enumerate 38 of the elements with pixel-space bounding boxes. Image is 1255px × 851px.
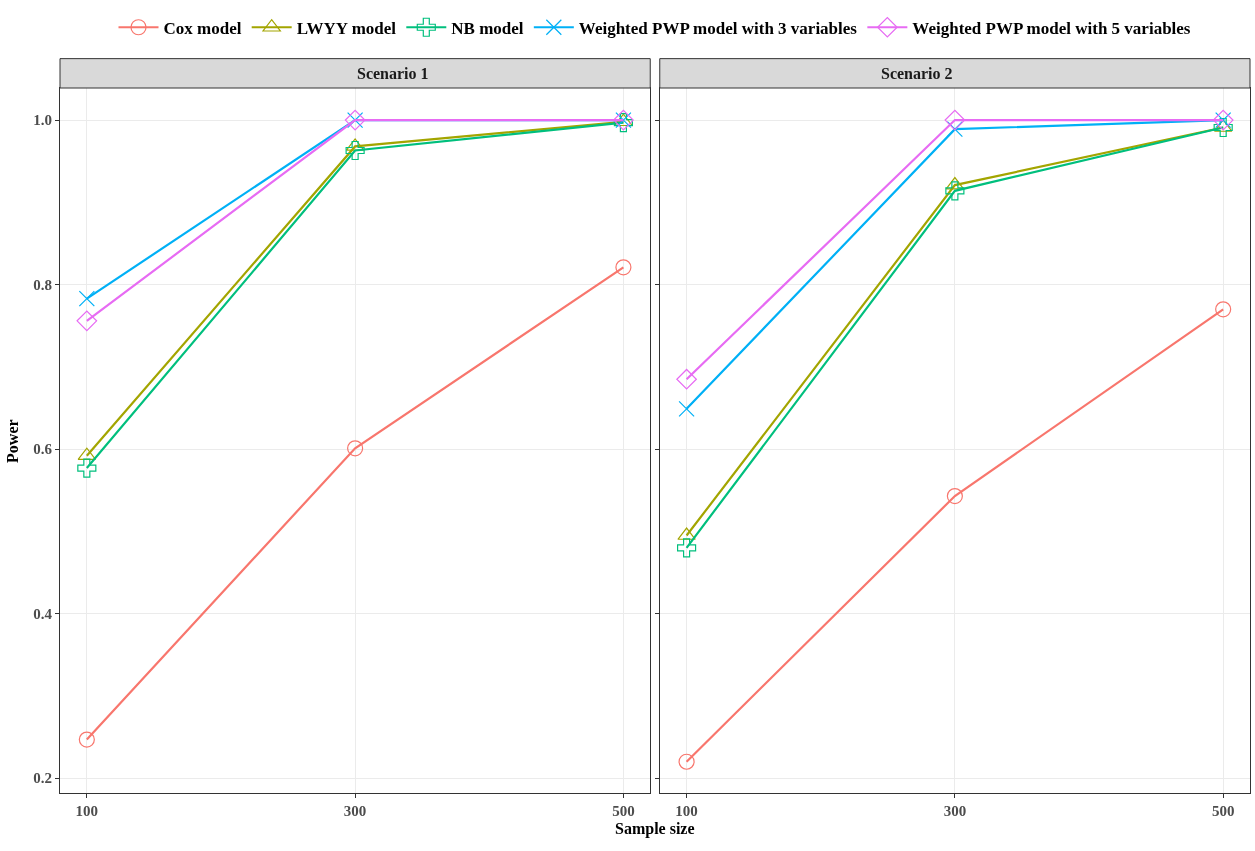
point <box>1215 301 1232 318</box>
point <box>676 538 697 558</box>
y-tick-label: 1.0 <box>33 112 52 129</box>
point <box>1213 117 1233 138</box>
x-axis-title: Sample size <box>615 820 695 838</box>
x-tick-label: 300 <box>343 803 367 819</box>
point <box>678 753 695 770</box>
x-tick-label: 500 <box>1211 803 1235 819</box>
legend-label: Weighted PWP model with 5 variables <box>912 18 1191 38</box>
y-tick-label: 0.8 <box>33 276 52 293</box>
y-tick-label: 0.4 <box>33 605 53 622</box>
point <box>78 731 95 748</box>
chart-title: Scenario 1 <box>357 65 429 82</box>
y-axis-title: Power <box>3 419 21 463</box>
point <box>77 458 97 478</box>
legend-label: Weighted PWP model with 3 variables <box>578 18 858 38</box>
point <box>676 368 697 390</box>
point <box>944 109 966 131</box>
legend-label: LWYY model <box>296 18 397 38</box>
point <box>77 447 97 461</box>
legend-label: Cox model <box>163 18 242 38</box>
point <box>78 290 95 307</box>
y-tick-label: 0.2 <box>33 770 52 787</box>
y-tick-label: 0.6 <box>33 441 53 458</box>
x-tick-label: 500 <box>612 803 635 819</box>
chart-title: Scenario 2 <box>881 65 953 82</box>
legend-label: NB model <box>451 18 524 38</box>
point <box>678 400 695 417</box>
point <box>945 181 965 201</box>
x-tick-label: 100 <box>75 803 99 819</box>
point <box>345 140 365 161</box>
point <box>347 440 364 457</box>
point <box>945 176 965 190</box>
point <box>76 310 98 332</box>
x-tick-label: 300 <box>943 803 967 819</box>
point <box>615 259 632 276</box>
point <box>946 487 963 505</box>
x-tick-label: 100 <box>675 803 698 819</box>
